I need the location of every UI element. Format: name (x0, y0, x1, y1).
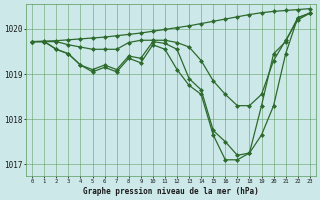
X-axis label: Graphe pression niveau de la mer (hPa): Graphe pression niveau de la mer (hPa) (83, 187, 259, 196)
